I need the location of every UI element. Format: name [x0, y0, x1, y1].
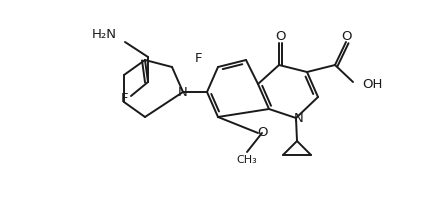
Text: OH: OH [362, 78, 382, 90]
Text: O: O [342, 30, 352, 42]
Text: O: O [257, 126, 267, 140]
Text: N: N [178, 85, 188, 99]
Text: F: F [120, 93, 128, 105]
Text: CH₃: CH₃ [237, 155, 257, 165]
Text: H₂N: H₂N [92, 28, 117, 42]
Text: F: F [194, 52, 202, 66]
Text: N: N [294, 111, 304, 125]
Text: O: O [275, 30, 285, 42]
